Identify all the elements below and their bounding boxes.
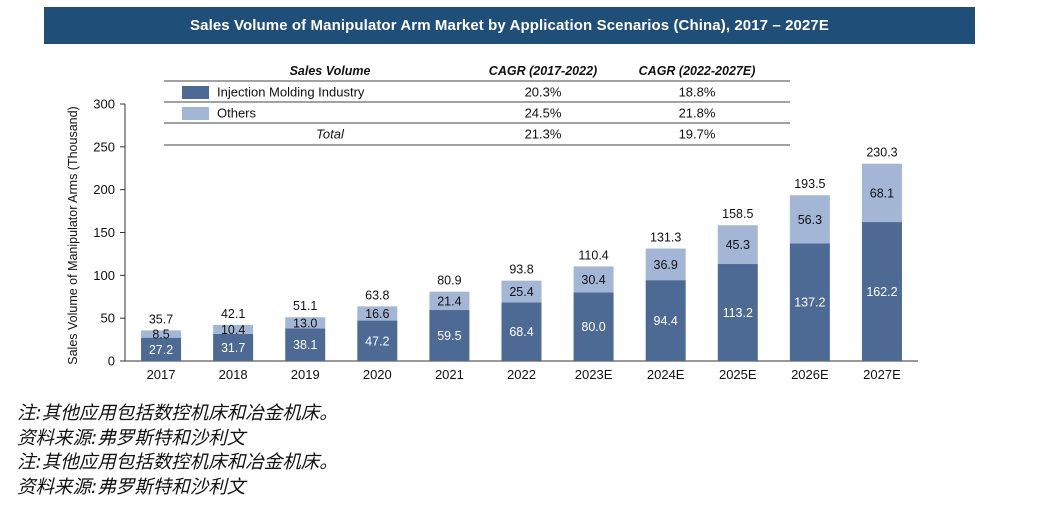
x-tick-label: 2019 (291, 367, 320, 382)
data-label: 68.4 (509, 325, 533, 339)
legend-header: CAGR (2017-2022) (489, 64, 597, 78)
chart-title: Sales Volume of Manipulator Arm Market b… (44, 7, 975, 44)
data-label: 137.2 (794, 296, 825, 310)
bar-segment-others (789, 195, 830, 244)
x-tick-label: 2017 (147, 367, 176, 382)
bar-segment-others (429, 291, 470, 311)
data-label: 13.0 (293, 316, 317, 330)
footnote-line: 注:其他应用包括数控机床和冶金机床。 (17, 452, 338, 473)
total-label: 42.1 (221, 307, 245, 321)
stacked-bar-chart: 0 50 100 150 200 250 300 Sales Volume of Manipu… (66, 64, 918, 382)
bar-segment-others (501, 280, 542, 303)
data-label: 30.4 (581, 273, 605, 287)
bar-segment-injection-molding (213, 333, 254, 361)
bar-segment-others (357, 306, 398, 321)
legend-item-label: Injection Molding Industry (217, 85, 365, 100)
bar-segment-injection-molding (357, 320, 398, 361)
legend-swatch (182, 86, 209, 99)
total-label: 93.8 (509, 263, 533, 277)
bar-segment-injection-molding (573, 292, 614, 361)
footnote-line: 资料来源:弗罗斯特和沙利文 (17, 427, 246, 449)
bar-segment-injection-molding (501, 302, 542, 361)
legend-cagr-value: 20.3% (525, 85, 562, 100)
legend-header: Sales Volume (290, 64, 371, 78)
data-label: 56.3 (798, 213, 822, 227)
y-tick-label: 300 (93, 97, 115, 112)
total-label: 230.3 (866, 146, 897, 160)
x-tick-label: 2020 (363, 367, 392, 382)
bar-segment-injection-molding (861, 222, 902, 361)
bar-segment-others (285, 317, 326, 329)
data-label: 8.5 (152, 328, 169, 342)
data-label: 113.2 (723, 306, 753, 320)
x-tick-label: 2025E (719, 367, 757, 382)
bar-segment-injection-molding (141, 337, 182, 361)
y-tick-label: 50 (101, 311, 115, 326)
data-label: 45.3 (726, 238, 750, 252)
x-tick-label: 2023E (575, 367, 613, 382)
y-tick-label: 100 (93, 268, 115, 283)
data-label: 59.5 (437, 329, 461, 343)
data-label: 68.1 (870, 186, 894, 200)
bar-segment-others (645, 248, 686, 281)
total-label: 80.9 (437, 274, 461, 288)
legend-cagr-value: 21.8% (679, 106, 716, 121)
data-label: 25.4 (509, 285, 533, 299)
legend-cagr-value: 24.5% (525, 106, 562, 121)
total-label: 193.5 (794, 177, 825, 191)
legend-item-label: Others (217, 106, 257, 121)
data-label: 16.6 (365, 307, 389, 321)
legend-swatch (182, 107, 209, 120)
footnotes: 注:其他应用包括数控机床和冶金机床。 资料来源:弗罗斯特和沙利文 注:其他应用包… (17, 402, 338, 500)
footnote-line: 资料来源:弗罗斯特和沙利文 (17, 476, 246, 498)
footnote-line: 注:其他应用包括数控机床和冶金机床。 (17, 403, 338, 424)
data-label: 162.2 (866, 285, 897, 299)
data-label: 80.0 (581, 320, 605, 334)
bar-segment-injection-molding (645, 280, 686, 361)
bar-segment-others (141, 330, 182, 338)
total-label: 110.4 (578, 248, 608, 262)
data-label: 31.7 (221, 341, 245, 355)
legend-cagr-value: 21.3% (525, 127, 562, 142)
y-tick-label: 200 (93, 182, 115, 197)
legend-header: CAGR (2022-2027E) (639, 64, 756, 78)
data-label: 47.2 (365, 334, 389, 348)
legend-item-label: Total (316, 127, 345, 142)
legend-cagr-value: 18.8% (679, 85, 716, 100)
data-label: 94.4 (654, 314, 678, 328)
bar-segment-injection-molding (717, 264, 758, 361)
total-label: 35.7 (149, 312, 173, 326)
bar-segment-others (573, 266, 614, 293)
data-label: 21.4 (437, 294, 461, 308)
legend-cagr-value: 19.7% (679, 127, 716, 142)
y-tick-label: 150 (93, 225, 115, 240)
x-tick-label: 2022 (507, 367, 536, 382)
x-tick-label: 2027E (863, 367, 901, 382)
total-label: 51.1 (293, 299, 317, 313)
total-label: 63.8 (365, 288, 389, 302)
data-label: 36.9 (654, 258, 678, 272)
data-label: 38.1 (293, 338, 317, 352)
x-tick-label: 2018 (219, 367, 248, 382)
total-label: 131.3 (650, 231, 681, 245)
bar-segment-others (861, 163, 902, 223)
bar-segment-injection-molding (429, 310, 470, 361)
total-label: 158.5 (722, 207, 753, 221)
x-tick-label: 2024E (647, 367, 685, 382)
x-tick-label: 2026E (791, 367, 829, 382)
y-axis-title: Sales Volume of Manipulator Arms (Thousa… (66, 106, 80, 364)
y-tick-label: 250 (93, 139, 115, 154)
bar-segment-injection-molding (285, 328, 326, 361)
bar-segment-others (717, 225, 758, 265)
data-label: 27.2 (149, 343, 173, 357)
y-tick-label: 0 (108, 354, 115, 369)
data-label: 10.4 (221, 323, 245, 337)
bar-segment-injection-molding (789, 243, 830, 361)
x-tick-label: 2021 (435, 367, 464, 382)
bar-segment-others (213, 324, 254, 334)
